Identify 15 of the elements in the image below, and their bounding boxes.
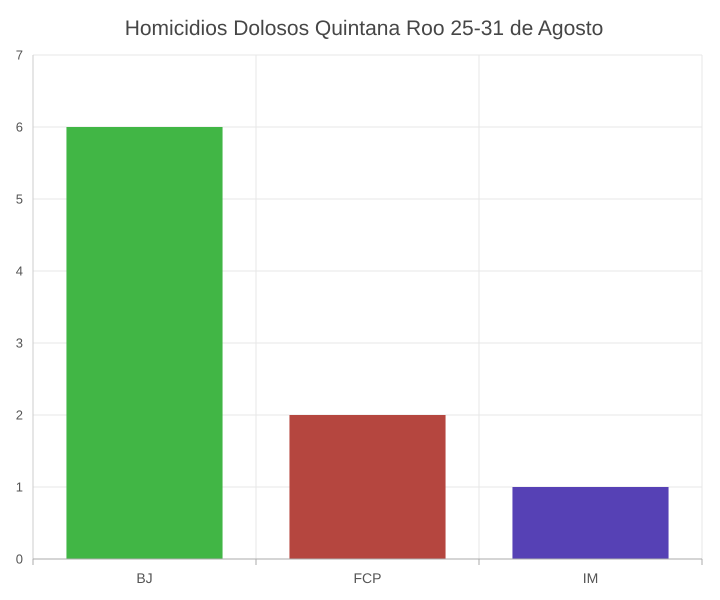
y-tick-label: 1 [16,480,23,495]
x-tick-label: FCP [354,570,382,586]
bar [66,127,223,559]
bar [512,487,669,559]
y-tick-label: 3 [16,336,23,351]
x-tick-label: IM [582,570,598,586]
y-tick-label: 5 [16,192,23,207]
y-tick-label: 4 [16,264,23,279]
y-tick-label: 2 [16,408,23,423]
chart-title: Homicidios Dolosos Quintana Roo 25-31 de Agosto [124,17,604,40]
x-tick-label: BJ [136,570,153,586]
y-tick-label: 7 [16,48,23,63]
y-tick-label: 6 [16,120,23,135]
bar [289,415,446,559]
y-tick-label: 0 [16,552,23,567]
